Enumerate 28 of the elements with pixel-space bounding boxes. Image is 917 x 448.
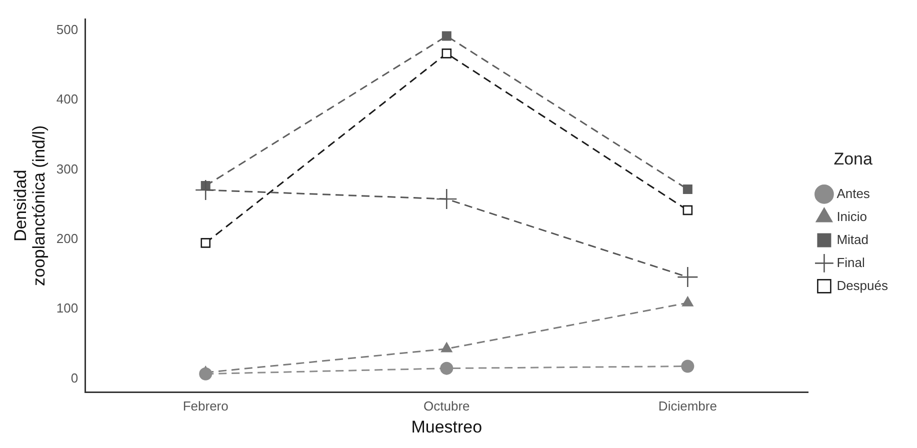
point (677, 266, 698, 288)
point (440, 362, 454, 375)
x-tick-label: Diciembre (658, 398, 717, 414)
y-tick-label: 200 (56, 231, 78, 246)
y-axis-title: Densidad zooplanctónica (ind/l) (11, 125, 49, 286)
legend-label: Antes (836, 186, 870, 201)
point (442, 31, 452, 41)
legend-label: Después (836, 278, 888, 293)
point (681, 360, 694, 373)
legend-label: Final (836, 254, 865, 270)
point (442, 48, 452, 58)
point (682, 184, 692, 194)
y-tick-label: 300 (56, 161, 78, 176)
legend-label: Mitad (836, 232, 868, 247)
point (682, 205, 693, 216)
point (199, 367, 212, 380)
legend-label: Inicio (836, 208, 868, 224)
point (436, 188, 458, 210)
legend-title: Zona (834, 149, 874, 168)
y-tick-label: 500 (56, 22, 78, 38)
x-tick-label: Octubre (424, 398, 470, 414)
y-tick-label: 400 (56, 92, 78, 107)
y-tick-label: 100 (56, 300, 78, 316)
y-tick-label: 0 (70, 370, 78, 386)
x-axis-title: Muestreo (411, 417, 482, 436)
point (194, 179, 216, 201)
point (200, 238, 210, 248)
x-tick-label: Febrero (182, 398, 228, 414)
